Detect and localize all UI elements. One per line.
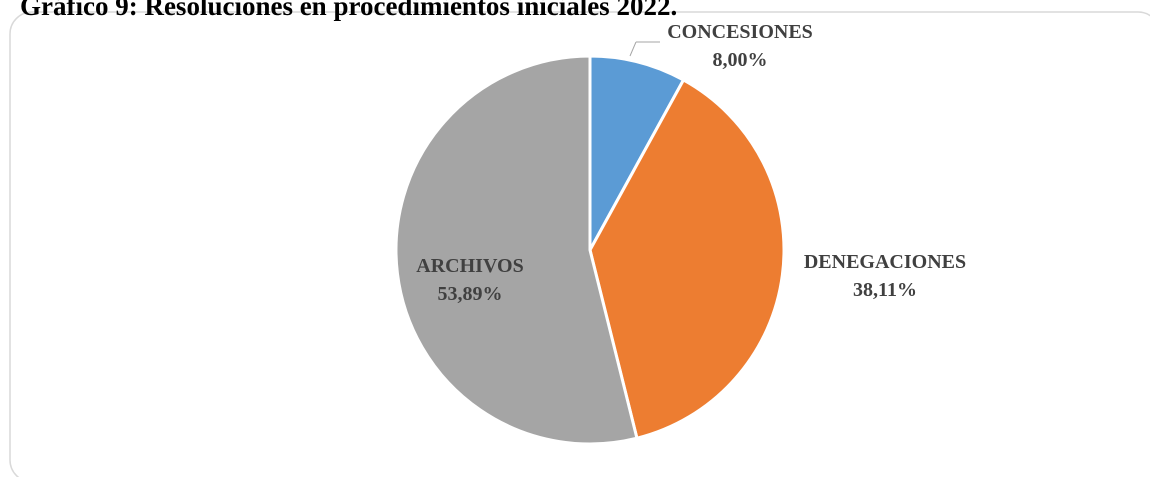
category-label: CONCESIONES [667,21,813,43]
leader-line [629,41,637,57]
value-label: 8,00% [713,49,768,71]
category-label: DENEGACIONES [804,251,966,273]
value-label: 38,11% [853,279,917,301]
value-label: 53,89% [438,283,503,305]
pie-slice [588,54,686,251]
pie-slice [588,77,786,441]
pie-slice [394,54,639,446]
chart-title: Gráfico 9: Resoluciones en procedimiento… [20,0,677,21]
category-label: ARCHIVOS [416,255,523,277]
